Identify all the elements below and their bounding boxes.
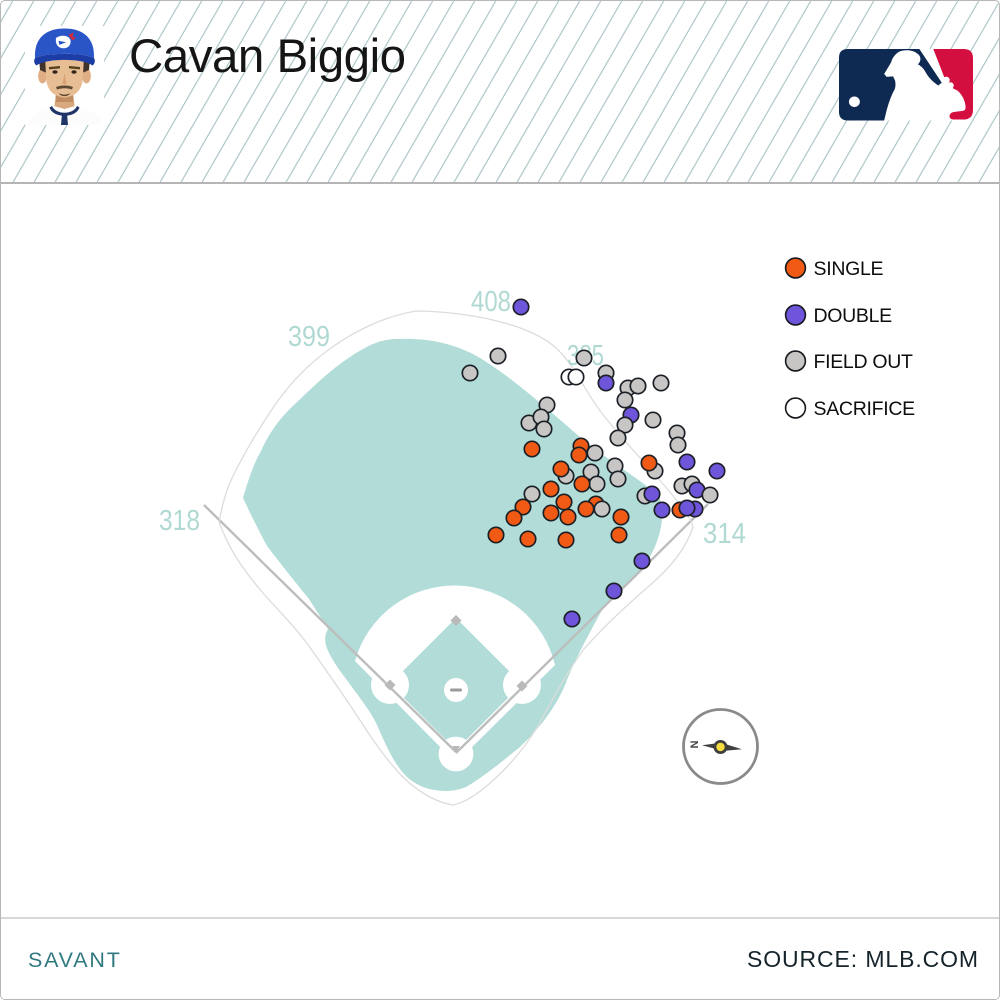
svg-text:318: 318: [159, 505, 200, 537]
svg-text:SACRIFICE: SACRIFICE: [814, 398, 916, 420]
svg-text:SINGLE: SINGLE: [814, 258, 884, 280]
svg-text:408: 408: [471, 286, 511, 318]
svg-text:N: N: [688, 741, 700, 749]
svg-text:DOUBLE: DOUBLE: [814, 305, 893, 327]
svg-text:FIELD OUT: FIELD OUT: [814, 351, 914, 373]
svg-text:314: 314: [703, 518, 746, 550]
svg-text:399: 399: [288, 321, 330, 353]
